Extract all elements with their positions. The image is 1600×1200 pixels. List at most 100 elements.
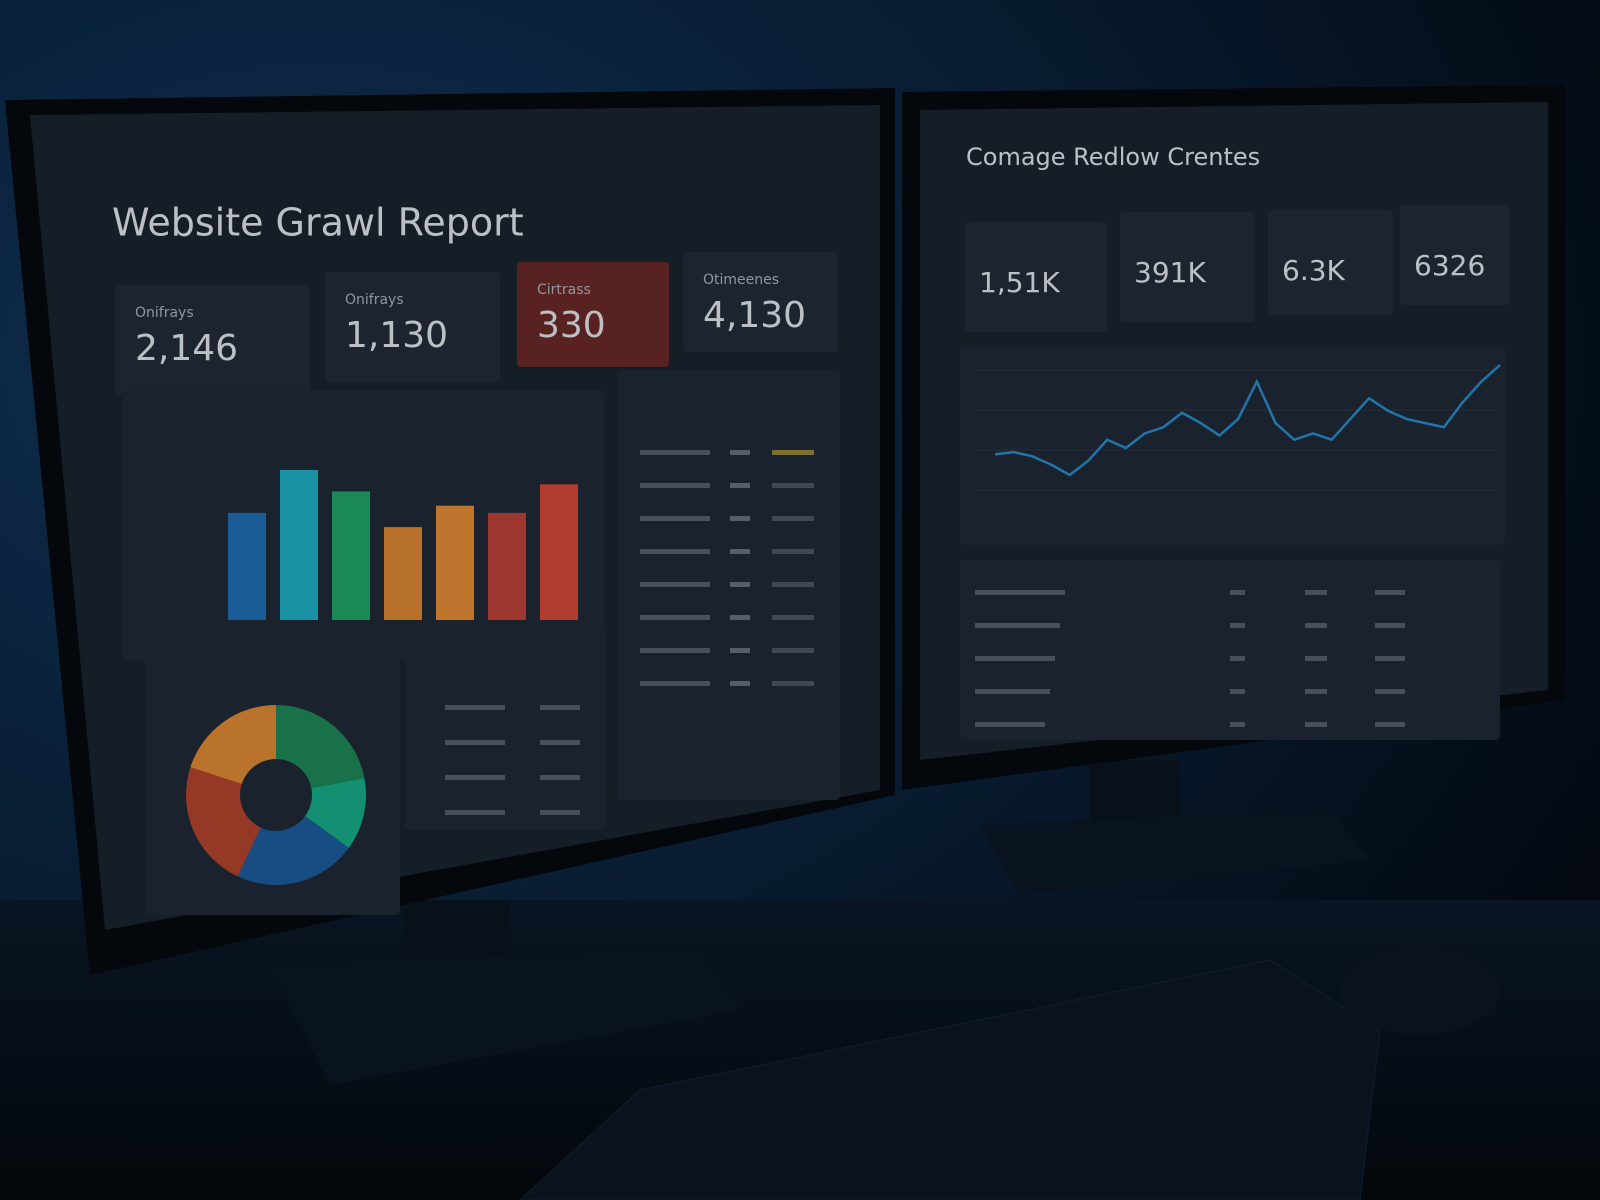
mouse bbox=[1340, 945, 1500, 1035]
row-placeholder bbox=[772, 615, 814, 620]
bar bbox=[488, 512, 526, 620]
row-placeholder bbox=[730, 516, 750, 521]
stand-base bbox=[980, 810, 1370, 895]
kpi-value: 1,130 bbox=[345, 315, 448, 356]
row-placeholder bbox=[540, 775, 580, 780]
row-placeholder bbox=[730, 582, 750, 587]
list-rows bbox=[445, 450, 814, 815]
row-placeholder bbox=[1305, 623, 1327, 628]
row-placeholder bbox=[1375, 689, 1405, 694]
row-placeholder bbox=[640, 516, 710, 521]
row-placeholder bbox=[640, 615, 710, 620]
row-placeholder bbox=[540, 705, 580, 710]
donut-chart bbox=[186, 705, 366, 885]
kpi-value: 2,146 bbox=[135, 328, 238, 369]
row-placeholder bbox=[730, 648, 750, 653]
row-placeholder bbox=[772, 549, 814, 554]
row-placeholder bbox=[1305, 656, 1327, 661]
row-placeholder bbox=[772, 483, 814, 488]
row-placeholder bbox=[975, 623, 1060, 628]
dashboard-title: Comage Redlow Crentes bbox=[966, 143, 1260, 171]
line-series bbox=[994, 364, 1501, 477]
bar bbox=[332, 491, 370, 620]
bar bbox=[228, 512, 266, 620]
row-placeholder bbox=[975, 590, 1065, 595]
row-placeholder bbox=[772, 450, 814, 455]
row-placeholder bbox=[772, 582, 814, 587]
row-placeholder bbox=[445, 810, 505, 815]
row-placeholder bbox=[1305, 590, 1327, 595]
kpi-row: 1,51K 391K 6.3K 6326 bbox=[965, 205, 1510, 332]
donut-segment bbox=[276, 705, 365, 789]
kpi-card bbox=[115, 285, 310, 395]
kpi-row: Onifrays 2,146 Onifrays 1,130 Cirtrass 330 Oti… bbox=[115, 252, 838, 395]
row-placeholder bbox=[975, 722, 1045, 727]
row-placeholder bbox=[975, 689, 1050, 694]
kpi-label: Onifrays bbox=[135, 305, 194, 321]
row-placeholder bbox=[1375, 623, 1405, 628]
keyboard bbox=[519, 959, 1381, 1200]
row-placeholder bbox=[772, 516, 814, 521]
kpi-card bbox=[965, 222, 1107, 332]
row-placeholder bbox=[772, 681, 814, 686]
kpi-card bbox=[517, 262, 669, 367]
panel bbox=[960, 560, 1500, 740]
bar-chart bbox=[228, 470, 578, 620]
kpi-card bbox=[1120, 212, 1255, 322]
kpi-card bbox=[683, 252, 838, 352]
row-placeholder bbox=[1230, 623, 1245, 628]
kpi-card bbox=[1268, 210, 1393, 315]
row-placeholder bbox=[730, 549, 750, 554]
line-chart bbox=[975, 364, 1501, 491]
kpi-value: 6326 bbox=[1414, 249, 1485, 282]
row-placeholder bbox=[640, 483, 710, 488]
kpi-value: 6.3K bbox=[1282, 254, 1346, 287]
row-placeholder bbox=[730, 450, 750, 455]
row-placeholder bbox=[730, 483, 750, 488]
bar bbox=[280, 470, 318, 620]
row-placeholder bbox=[1305, 722, 1327, 727]
stand-base bbox=[270, 950, 740, 1085]
row-placeholder bbox=[975, 656, 1055, 661]
row-placeholder bbox=[1230, 590, 1245, 595]
kpi-value: 330 bbox=[537, 305, 606, 346]
donut-segment bbox=[186, 767, 261, 877]
row-placeholder bbox=[730, 681, 750, 686]
table-rows bbox=[975, 590, 1405, 727]
row-placeholder bbox=[640, 549, 710, 554]
bar bbox=[436, 505, 474, 620]
kpi-label: Onifrays bbox=[345, 292, 404, 308]
row-placeholder bbox=[445, 705, 505, 710]
donut-segment bbox=[237, 816, 349, 885]
kpi-card bbox=[325, 272, 500, 382]
panel bbox=[618, 370, 840, 800]
kpi-label: Cirtrass bbox=[537, 282, 591, 298]
row-placeholder bbox=[640, 582, 710, 587]
row-placeholder bbox=[1230, 722, 1245, 727]
row-placeholder bbox=[640, 681, 710, 686]
panel bbox=[960, 345, 1505, 545]
row-placeholder bbox=[640, 450, 710, 455]
kpi-value: 1,51K bbox=[979, 266, 1060, 299]
row-placeholder bbox=[1375, 656, 1405, 661]
row-placeholder bbox=[730, 615, 750, 620]
kpi-value: 391K bbox=[1134, 256, 1206, 289]
row-placeholder bbox=[1230, 689, 1245, 694]
bar bbox=[540, 484, 578, 620]
row-placeholder bbox=[640, 648, 710, 653]
donut-segment bbox=[190, 705, 276, 784]
row-placeholder bbox=[1305, 689, 1327, 694]
row-placeholder bbox=[540, 740, 580, 745]
row-placeholder bbox=[1230, 656, 1245, 661]
row-placeholder bbox=[445, 740, 505, 745]
row-placeholder bbox=[772, 648, 814, 653]
kpi-value: 4,130 bbox=[703, 295, 806, 336]
bar bbox=[384, 527, 422, 620]
row-placeholder bbox=[1375, 590, 1405, 595]
row-placeholder bbox=[445, 775, 505, 780]
row-placeholder bbox=[1375, 722, 1405, 727]
kpi-label: Otimeenes bbox=[703, 272, 779, 288]
